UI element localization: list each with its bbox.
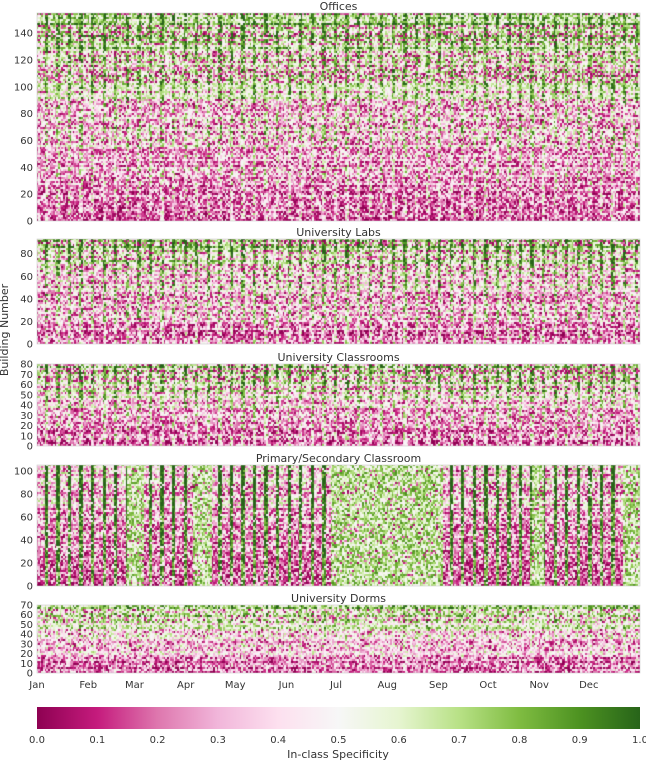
colorbar-tick-label: 0.1 [89, 735, 105, 746]
colorbar-tick-label: 0.5 [331, 735, 347, 746]
y-tick-label: 70 [20, 601, 33, 612]
y-tick-label: 30 [20, 639, 33, 650]
y-tick-label: 60 [20, 512, 33, 523]
heatmap-cells-4 [37, 605, 640, 673]
colorbar-tick-label: 0.3 [210, 735, 226, 746]
colorbar-tick-label: 0.6 [391, 735, 407, 746]
y-tick-label: 100 [14, 82, 33, 93]
panel-title: Offices [320, 0, 358, 13]
colorbar-tick-label: 0.0 [29, 735, 45, 746]
colorbar-tick-label: 0.9 [572, 735, 588, 746]
x-tick-label: May [225, 680, 246, 691]
x-tick-label: Jan [28, 680, 44, 691]
y-tick-label: 100 [14, 466, 33, 477]
y-tick-label: 50 [20, 620, 33, 631]
x-tick-label: Mar [125, 680, 145, 691]
y-tick-label: 60 [20, 610, 33, 621]
y-tick-label: 20 [20, 649, 33, 660]
x-tick-label: Sep [429, 680, 448, 691]
y-tick-label: 40 [20, 401, 33, 412]
y-tick-label: 80 [20, 360, 33, 371]
panel-0: Offices 0 20 40 60 80 100 120 140 [14, 0, 641, 228]
x-tick-label: Aug [377, 680, 397, 691]
colorbar-tick-label: 0.4 [270, 735, 286, 746]
x-tick-label: Dec [579, 680, 598, 691]
panel-title: Primary/Secondary Classroom [256, 452, 421, 465]
y-tick-label: 140 [14, 29, 33, 40]
x-tick-label: Oct [479, 680, 496, 691]
y-tick-label: 30 [20, 411, 33, 422]
y-tick-label: 60 [20, 380, 33, 391]
x-tick-label: Feb [79, 680, 97, 691]
colorbar-tick-label: 0.7 [451, 735, 467, 746]
heatmap-cells-3 [37, 465, 640, 586]
y-tick-label: 0 [27, 582, 33, 593]
y-tick-label: 20 [20, 190, 33, 201]
y-tick-label: 10 [20, 431, 33, 442]
y-tick-label: 60 [20, 272, 33, 283]
colorbar-tick-label: 0.2 [150, 735, 166, 746]
y-tick-label: 0 [27, 217, 33, 228]
y-tick-label: 80 [20, 249, 33, 260]
y-tick-label: 20 [20, 421, 33, 432]
month-axis: Jan Feb Mar Apr May Jun Jul Aug Sep Oct Nov Dec [28, 680, 598, 691]
colorbar: 0.0 0.1 0.2 0.3 0.4 0.5 0.6 0.7 0.8 0.9 1.0 [29, 707, 646, 746]
panel-title: University Classrooms [277, 351, 399, 364]
y-tick-label: 80 [20, 489, 33, 500]
panel-1: University Labs 0 20 40 60 80 [20, 226, 641, 351]
y-tick-label: 10 [20, 659, 33, 670]
colorbar-gradient [37, 707, 640, 729]
y-tick-label: 50 [20, 390, 33, 401]
y-tick-label: 0 [27, 340, 33, 351]
x-tick-label: Jun [278, 680, 295, 691]
x-tick-label: Apr [177, 680, 195, 691]
y-tick-label: 80 [20, 109, 33, 120]
x-tick-label: Jul [329, 680, 342, 691]
panel-frame [36, 363, 641, 447]
y-tick-label: 60 [20, 136, 33, 147]
x-tick-label: Nov [529, 680, 549, 691]
y-tick-label: 40 [20, 163, 33, 174]
panel-title: University Labs [296, 226, 381, 239]
y-tick-label: 20 [20, 558, 33, 569]
heatmap-cells-0 [37, 13, 640, 221]
heatmap-cells-2 [37, 364, 640, 446]
panel-title: University Dorms [291, 592, 386, 605]
panel-3: Primary/Secondary Classroom 0 20 40 60 80 100 [14, 452, 641, 593]
y-axis-label: Building Number [0, 283, 11, 376]
y-tick-label: 70 [20, 370, 33, 381]
y-tick-label: 20 [20, 317, 33, 328]
y-tick-label: 40 [20, 535, 33, 546]
y-tick-label: 120 [14, 55, 33, 66]
colorbar-tick-label: 1.0 [632, 735, 646, 746]
panel-frame [36, 464, 641, 587]
y-tick-label: 40 [20, 630, 33, 641]
colorbar-label: In-class Specificity [287, 748, 389, 760]
y-tick-label: 0 [27, 669, 33, 680]
heatmap-cells-1 [37, 239, 640, 344]
y-tick-label: 0 [27, 442, 33, 453]
panel-frame [36, 238, 641, 345]
panel-frame [36, 12, 641, 222]
colorbar-tick-label: 0.8 [511, 735, 527, 746]
y-tick-label: 40 [20, 294, 33, 305]
panel-frame [36, 604, 641, 674]
